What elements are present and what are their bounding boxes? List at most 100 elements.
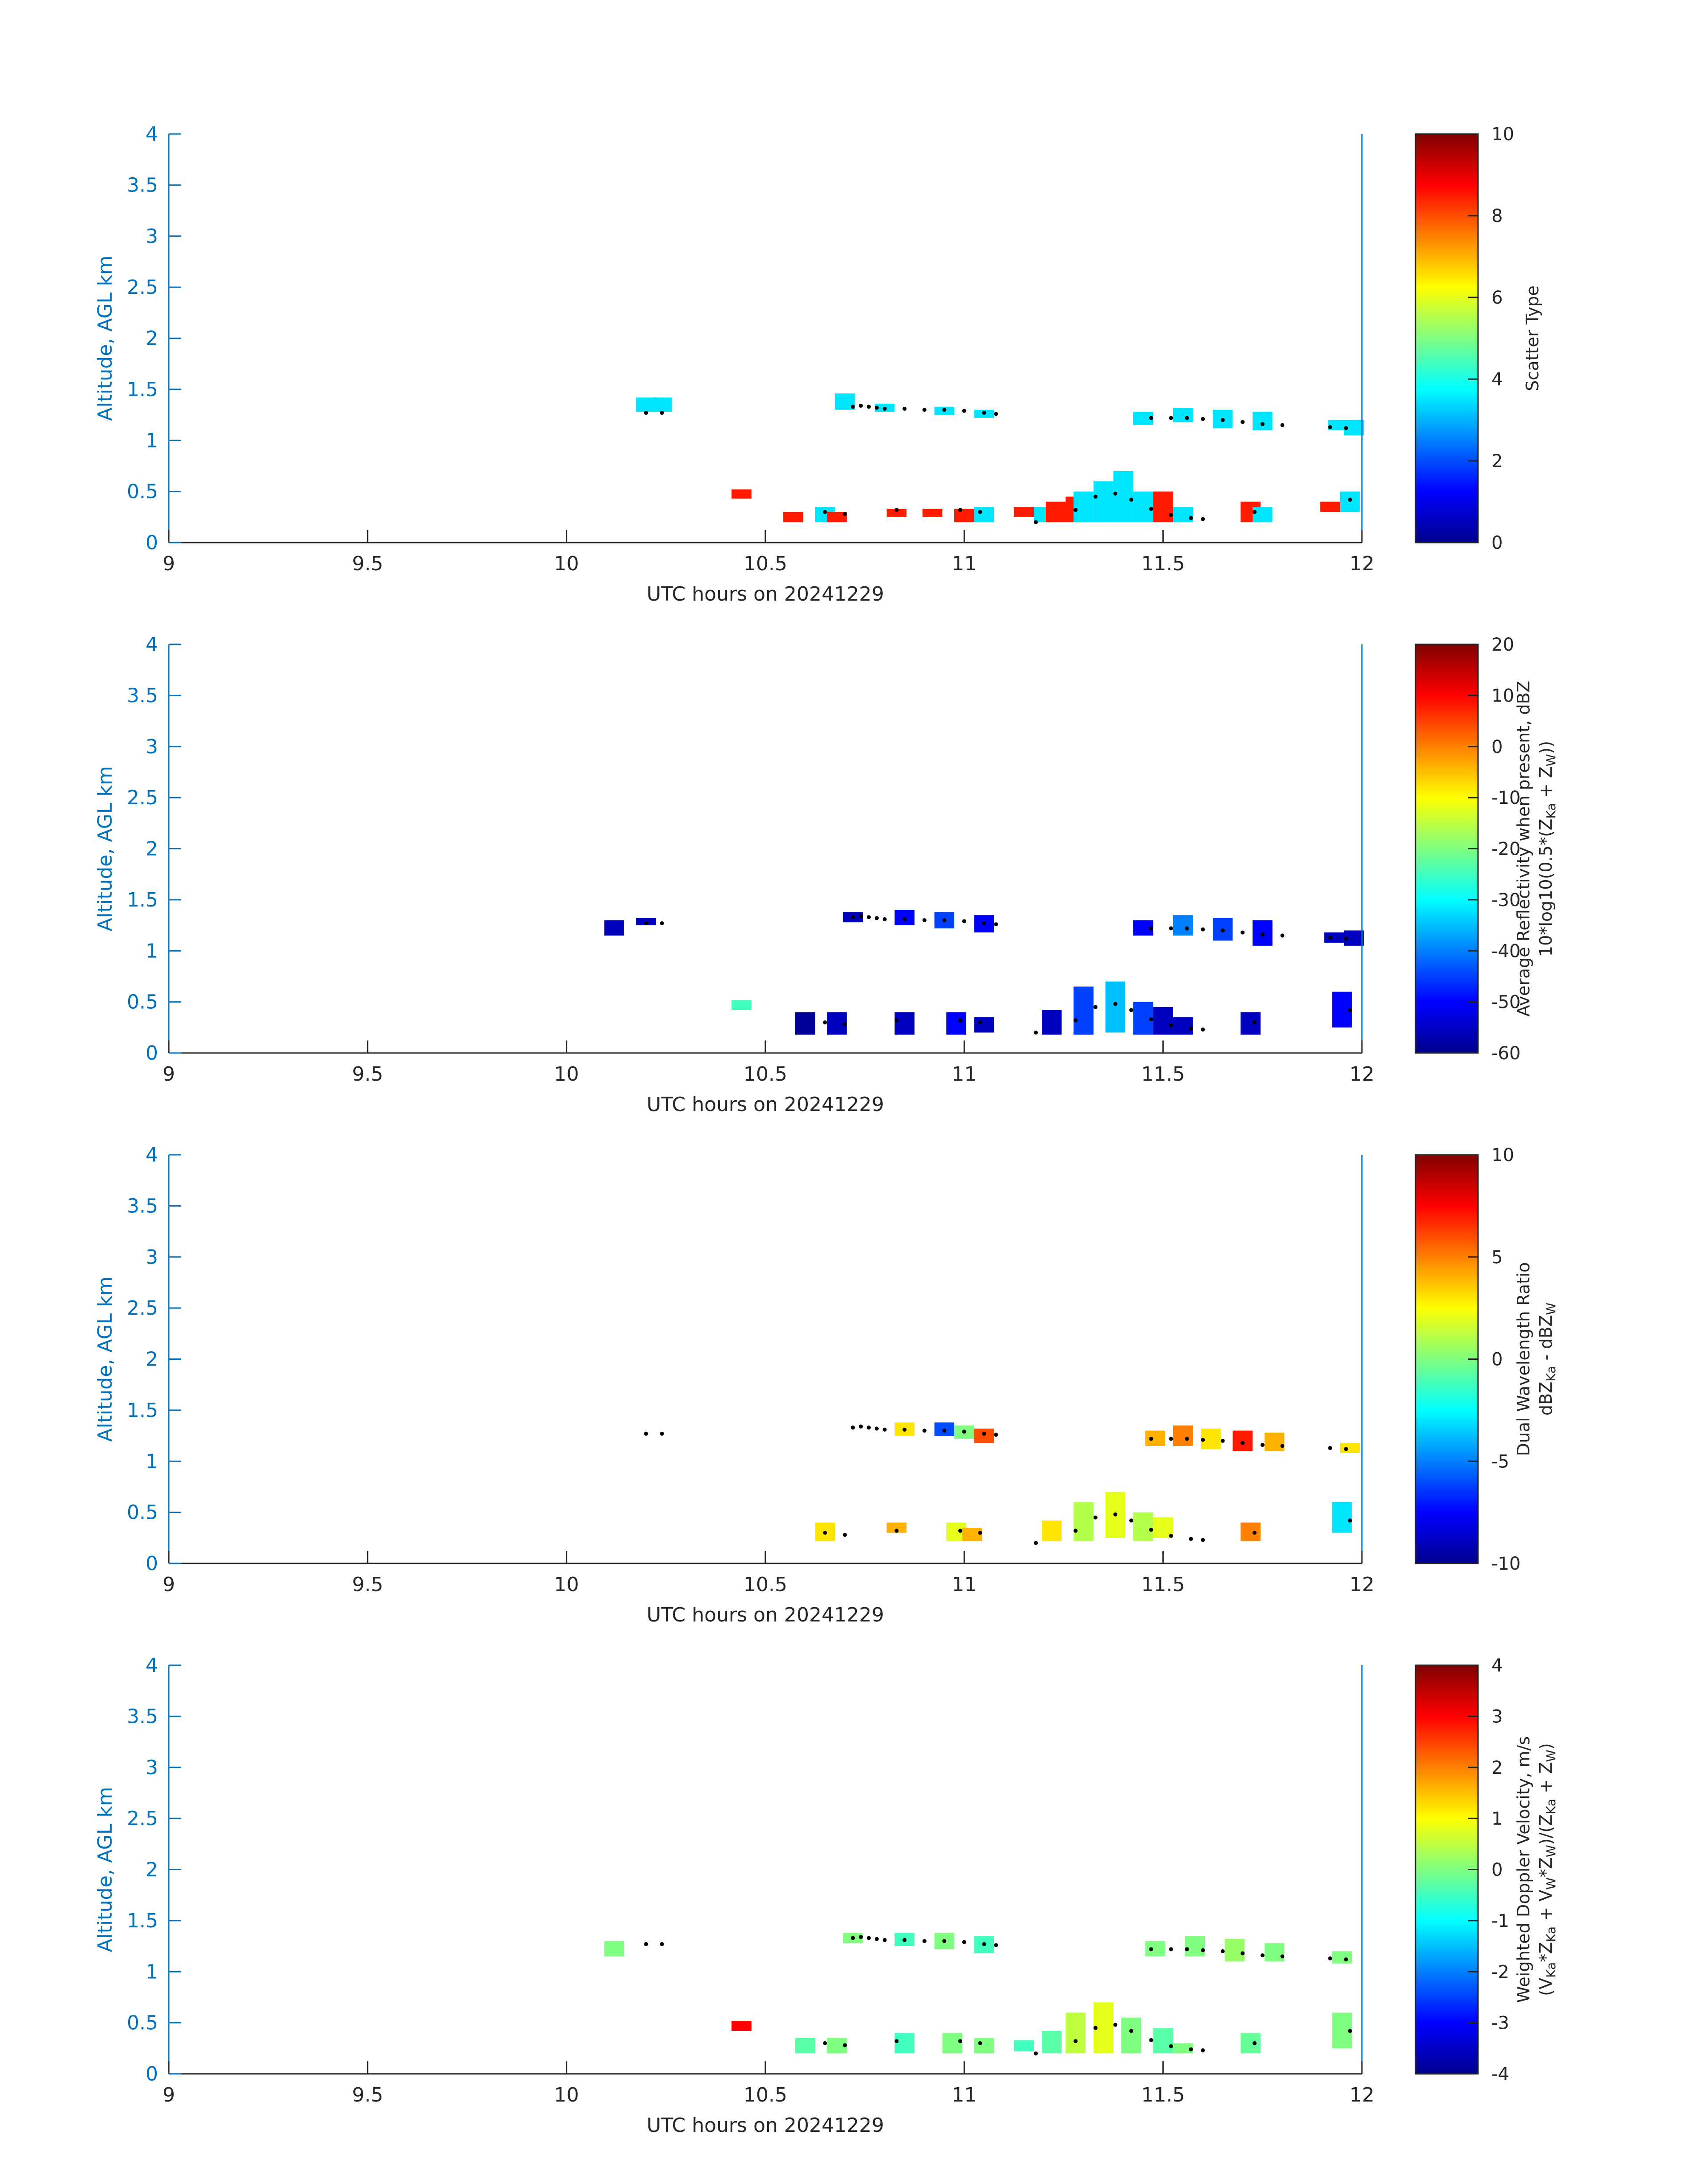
colorbar-tick-label: 1 <box>1491 1809 1503 1829</box>
cloud-top-dot <box>1189 516 1193 520</box>
cloud-top-dot <box>902 406 907 411</box>
y-axis-label: Altitude, AGL km <box>94 1787 117 1952</box>
x-tick-label: 9 <box>163 1063 175 1086</box>
colorbar-tick-label: -2 <box>1491 1962 1509 1982</box>
colorbar-label-subscript: W <box>1544 1303 1558 1315</box>
x-tick-label: 11 <box>952 1573 977 1596</box>
cloud-top-dot <box>1149 1947 1153 1951</box>
cloud-top-dot <box>1240 1441 1245 1445</box>
cloud-top-dot <box>1034 1030 1038 1035</box>
data-cell <box>962 1527 982 1541</box>
colorbar-tick-label: 0 <box>1491 533 1503 553</box>
y-tick-label: 1 <box>146 940 158 962</box>
cloud-top-dot <box>1185 416 1189 420</box>
cloud-top-dot <box>942 408 947 412</box>
colorbar-label-subscript: Ka <box>1544 1962 1558 1978</box>
cloud-top-dot <box>1253 510 1257 514</box>
x-axis-label: UTC hours on 20241229 <box>647 1604 884 1626</box>
y-tick-label: 1.5 <box>127 1910 158 1932</box>
x-tick-label: 10 <box>554 1573 579 1596</box>
colorbar-label-part: + Z <box>1536 766 1556 803</box>
cloud-top-dot <box>1169 1023 1173 1028</box>
cloud-top-dot <box>867 1425 871 1430</box>
data-cell <box>1105 981 1126 1033</box>
cloud-top-dot <box>978 2041 982 2045</box>
cloud-top-dot <box>851 1425 855 1430</box>
colorbar-tick-label: 6 <box>1491 288 1503 308</box>
colorbar-label-part: + Z <box>1536 1762 1556 1799</box>
cloud-top-dot <box>958 2039 962 2043</box>
cloud-top-dot <box>1240 420 1245 424</box>
cloud-top-dot <box>1201 927 1205 932</box>
cloud-top-dot <box>1093 2026 1098 2030</box>
cloud-top-dot <box>1253 2041 1257 2045</box>
cloud-top-dot <box>1260 932 1265 937</box>
colorbar-label-part: )/(Z <box>1536 1814 1556 1845</box>
cloud-top-dot <box>1185 926 1189 931</box>
cloud-top-dot <box>1169 1437 1173 1441</box>
data-cell <box>1253 412 1273 430</box>
colorbar <box>1415 643 1479 1054</box>
colorbar-label: Scatter Type <box>1523 285 1542 391</box>
colorbar <box>1415 1154 1479 1564</box>
cloud-top-dot <box>1149 1437 1153 1441</box>
data-cell <box>894 1012 915 1035</box>
cloud-top-dot <box>958 508 962 512</box>
cloud-top-dot <box>1260 422 1265 426</box>
x-tick-label: 9.5 <box>352 552 383 575</box>
cloud-top-dot <box>1201 1027 1205 1032</box>
colorbar-tick-label: 2 <box>1491 451 1503 472</box>
cloud-top-dot <box>1093 494 1098 499</box>
data-cell <box>1232 1430 1253 1451</box>
cloud-top-dot <box>874 1426 879 1431</box>
colorbar-label-subscript: W <box>1544 1845 1558 1857</box>
cloud-top-dot <box>859 1424 863 1429</box>
cloud-top-dot <box>922 918 927 923</box>
data-cell <box>1224 1939 1245 1962</box>
y-tick-label: 4 <box>146 1144 158 1166</box>
cloud-top-dot <box>851 1936 855 1940</box>
colorbar <box>1415 1664 1479 2075</box>
data-cell <box>795 1012 815 1035</box>
cloud-top-dot <box>874 405 879 410</box>
cloud-top-dot <box>1034 2051 1038 2056</box>
data-cell <box>1065 2012 1086 2054</box>
data-cell <box>1240 2033 1261 2054</box>
data-cell <box>1340 491 1360 512</box>
cloud-top-dot <box>894 2039 899 2043</box>
cloud-top-dot <box>1169 416 1173 420</box>
colorbar-label-part: dBZ <box>1536 1382 1556 1416</box>
y-tick-label: 0.5 <box>127 2012 158 2035</box>
cloud-top-dot <box>894 1018 899 1023</box>
cloud-top-dot <box>1260 1953 1265 1958</box>
x-tick-label: 10 <box>554 2084 579 2106</box>
y-tick-label: 0.5 <box>127 481 158 503</box>
data-cell <box>1042 1520 1062 1541</box>
cloud-top-dot <box>902 1427 907 1432</box>
data-cell <box>1264 1433 1285 1451</box>
cloud-top-dot <box>1185 1437 1189 1441</box>
x-tick-label: 10 <box>554 1063 579 1086</box>
data-cell <box>1153 2028 1173 2054</box>
cloud-top-dot <box>851 405 855 409</box>
cloud-top-dot <box>882 406 887 411</box>
x-tick-label: 12 <box>1349 1573 1374 1596</box>
y-tick-label: 2 <box>146 1348 158 1371</box>
colorbar-tick-label: -10 <box>1491 1554 1520 1574</box>
cloud-top-dot <box>1129 1518 1133 1523</box>
colorbar-tick-label: -60 <box>1491 1043 1520 1064</box>
y-tick-label: 4 <box>146 1654 158 1677</box>
colorbar-tick-label: -10 <box>1491 788 1520 808</box>
colorbar-tick-label: 0 <box>1491 737 1503 757</box>
cloud-top-dot <box>1169 926 1173 931</box>
cloud-top-dot <box>1149 1528 1153 1532</box>
cloud-top-dot <box>867 915 871 919</box>
x-tick-label: 10.5 <box>743 2084 787 2106</box>
colorbar-label-subscript: W <box>1544 754 1558 767</box>
colorbar-tick-label: 10 <box>1491 124 1514 145</box>
x-tick-label: 10.5 <box>743 552 787 575</box>
data-cell <box>1240 1522 1261 1541</box>
x-axis-label: UTC hours on 20241229 <box>647 2114 884 2137</box>
cloud-top-dot <box>922 408 927 412</box>
